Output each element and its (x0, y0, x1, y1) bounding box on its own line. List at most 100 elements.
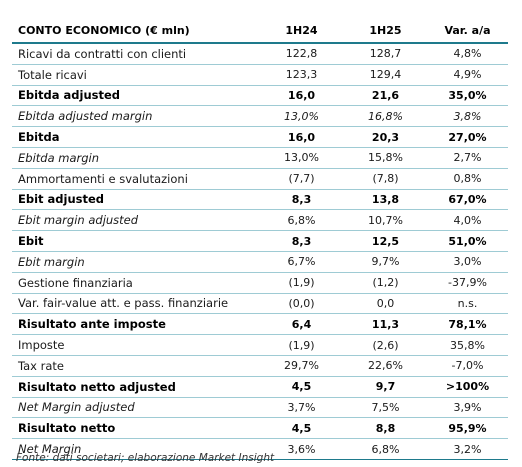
table-body: Ricavi da contratti con clienti 122,8 128,… (12, 43, 508, 460)
value-variation: 4,0% (427, 209, 508, 232)
row-label: Risultato ante imposte (12, 313, 259, 336)
value-variation: 3,9% (427, 397, 508, 419)
row-label: Ebitda margin (12, 147, 259, 169)
table-row: Gestione finanziaria (1,9) (1,2) -37,9% (12, 272, 508, 294)
value-variation: >100% (427, 376, 508, 398)
value-variation: 78,1% (427, 313, 508, 336)
value-variation: 67,0% (427, 189, 508, 211)
value-1h25: 129,4 (344, 64, 427, 86)
value-variation: 4,9% (427, 64, 508, 86)
table-row: Risultato ante imposte 6,4 11,3 78,1% (12, 313, 508, 336)
value-1h25: 22,6% (344, 355, 427, 377)
value-variation: 3,2% (427, 438, 508, 460)
table-row: Imposte (1,9) (2,6) 35,8% (12, 334, 508, 356)
row-label: Ricavi da contratti con clienti (12, 43, 259, 65)
table-row: Ebit margin 6,7% 9,7% 3,0% (12, 251, 508, 273)
value-1h25: 128,7 (344, 43, 427, 65)
row-label: Ebit margin adjusted (12, 209, 259, 232)
value-variation: 51,0% (427, 230, 508, 252)
table-row: Ebitda adjusted 16,0 21,6 35,0% (12, 85, 508, 107)
table-header-row: CONTO ECONOMICO (€ mln) 1H24 1H25 Var. a… (12, 18, 508, 44)
value-variation: 0,8% (427, 168, 508, 190)
value-1h24: (0,0) (259, 293, 344, 315)
row-label: Ebitda adjusted (12, 85, 259, 107)
value-1h24: 122,8 (259, 43, 344, 65)
value-1h24: 6,8% (259, 209, 344, 232)
value-1h25: 8,8 (344, 417, 427, 440)
row-label: Ammortamenti e svalutazioni (12, 168, 259, 190)
table-row: Var. fair-value att. e pass. finanziarie… (12, 293, 508, 315)
value-1h25: 9,7% (344, 251, 427, 273)
row-label: Ebitda (12, 126, 259, 148)
value-variation: 35,8% (427, 334, 508, 356)
table-row: Ebitda 16,0 20,3 27,0% (12, 126, 508, 148)
value-1h24: 4,5 (259, 417, 344, 440)
value-1h25: 15,8% (344, 147, 427, 169)
value-1h25: 9,7 (344, 376, 427, 398)
table-row: Totale ricavi 123,3 129,4 4,9% (12, 64, 508, 86)
value-1h25: (2,6) (344, 334, 427, 356)
table-row: Ebitda margin 13,0% 15,8% 2,7% (12, 147, 508, 169)
header-1h25: 1H25 (344, 18, 427, 44)
table-row: Risultato netto 4,5 8,8 95,9% (12, 417, 508, 440)
value-variation: 35,0% (427, 85, 508, 107)
value-variation: -7,0% (427, 355, 508, 377)
value-1h24: (1,9) (259, 272, 344, 294)
table-row: Net Margin 3,6% 6,8% 3,2% (12, 438, 508, 460)
value-1h25: (7,8) (344, 168, 427, 190)
row-label: Ebit adjusted (12, 189, 259, 211)
income-statement-table: CONTO ECONOMICO (€ mln) 1H24 1H25 Var. a… (12, 18, 508, 460)
header-label: CONTO ECONOMICO (€ mln) (12, 18, 259, 44)
value-variation: 4,8% (427, 43, 508, 65)
value-variation: n.s. (427, 293, 508, 315)
row-label: Ebit margin (12, 251, 259, 273)
value-1h24: 16,0 (259, 126, 344, 148)
value-1h24: 123,3 (259, 64, 344, 86)
row-label: Totale ricavi (12, 64, 259, 86)
row-label: Net Margin (12, 438, 259, 460)
row-label: Risultato netto (12, 417, 259, 440)
row-label: Ebitda adjusted margin (12, 105, 259, 128)
value-1h25: 16,8% (344, 105, 427, 128)
row-label: Gestione finanziaria (12, 272, 259, 294)
value-1h25: 7,5% (344, 397, 427, 419)
value-variation: 3,8% (427, 105, 508, 128)
value-1h25: 10,7% (344, 209, 427, 232)
value-variation: 2,7% (427, 147, 508, 169)
row-label: Imposte (12, 334, 259, 356)
value-1h24: 29,7% (259, 355, 344, 377)
value-1h24: (7,7) (259, 168, 344, 190)
table-row: Ebitda adjusted margin 13,0% 16,8% 3,8% (12, 105, 508, 128)
value-variation: 3,0% (427, 251, 508, 273)
value-1h24: 13,0% (259, 147, 344, 169)
value-1h24: (1,9) (259, 334, 344, 356)
row-label: Risultato netto adjusted (12, 376, 259, 398)
value-1h24: 16,0 (259, 85, 344, 107)
value-1h25: 13,8 (344, 189, 427, 211)
row-label: Ebit (12, 230, 259, 252)
table-row: Ricavi da contratti con clienti 122,8 128,… (12, 43, 508, 65)
table-row: Tax rate 29,7% 22,6% -7,0% (12, 355, 508, 377)
value-variation: 95,9% (427, 417, 508, 440)
value-1h24: 6,7% (259, 251, 344, 273)
value-1h24: 13,0% (259, 105, 344, 128)
value-1h24: 3,7% (259, 397, 344, 419)
value-1h25: 6,8% (344, 438, 427, 460)
table-row: Ebit 8,3 12,5 51,0% (12, 230, 508, 252)
value-1h24: 8,3 (259, 230, 344, 252)
source-note: Fonte: dati societari; elaborazione Mark… (16, 452, 275, 464)
value-1h24: 6,4 (259, 313, 344, 336)
value-1h25: 20,3 (344, 126, 427, 148)
header-variation: Var. a/a (427, 18, 508, 44)
value-1h24: 3,6% (259, 438, 344, 460)
table-row: Ammortamenti e svalutazioni (7,7) (7,8) 0,8… (12, 168, 508, 190)
row-label: Tax rate (12, 355, 259, 377)
row-label: Var. fair-value att. e pass. finanziarie (12, 293, 259, 315)
table-row: Ebit margin adjusted 6,8% 10,7% 4,0% (12, 209, 508, 232)
value-1h24: 8,3 (259, 189, 344, 211)
row-label: Net Margin adjusted (12, 397, 259, 419)
value-variation: 27,0% (427, 126, 508, 148)
value-variation: -37,9% (427, 272, 508, 294)
table-row: Net Margin adjusted 3,7% 7,5% 3,9% (12, 397, 508, 419)
